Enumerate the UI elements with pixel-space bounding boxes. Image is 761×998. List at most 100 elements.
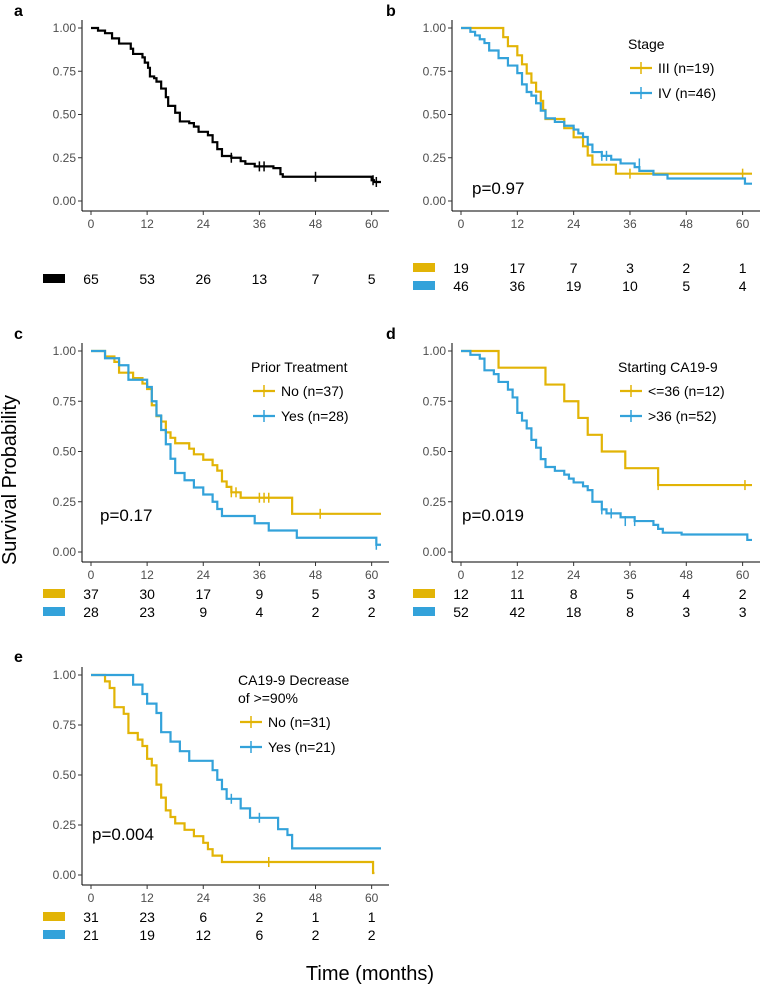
panel-d-risk-value: 3 <box>682 604 690 620</box>
panel-a-x-tick-label: 48 <box>309 217 323 231</box>
panel-a-y-tick-label: 0.00 <box>53 194 77 208</box>
panel-b-risk-key-0 <box>413 263 435 272</box>
panel-d-y-tick-label: 0.25 <box>423 495 447 509</box>
panel-c-risk-value: 28 <box>83 604 99 620</box>
panel-c-risk-value: 30 <box>139 586 155 602</box>
panel-e-y-tick-label: 0.50 <box>53 768 77 782</box>
panel-c-y-tick-label: 1.00 <box>53 344 77 358</box>
panel-c-risk-value: 2 <box>312 604 320 620</box>
panel-a-series-0-curve <box>91 26 381 184</box>
panel-d-risk-value: 42 <box>510 604 526 620</box>
panel-d-risk-value: 4 <box>682 586 690 602</box>
panel-e-risk-value: 19 <box>139 927 155 943</box>
panel-b-series-1-curve <box>461 26 752 185</box>
panel-e-p-value: p=0.004 <box>92 825 154 844</box>
panel-e-risk-value: 1 <box>312 909 320 925</box>
panel-e-risk-key-1 <box>43 930 65 939</box>
panel-e-x-tick-label: 36 <box>253 891 267 905</box>
panel-e-y-tick-label: 1.00 <box>53 668 77 682</box>
panel-c-x-tick-label: 24 <box>197 568 211 582</box>
panel-d-label: d <box>386 326 396 343</box>
panel-c-y-tick-label: 0.75 <box>53 394 77 408</box>
panel-b-risk-value: 46 <box>453 278 469 294</box>
panel-b-risk-value: 2 <box>682 260 690 276</box>
panel-e-y-tick-label: 0.25 <box>53 818 77 832</box>
panel-c-legend-title: Prior Treatment <box>251 359 348 375</box>
panel-e-x-tick-label: 24 <box>197 891 211 905</box>
panel-b-x-tick-label: 36 <box>623 217 637 231</box>
panel-a-x-tick-label: 0 <box>88 217 95 231</box>
panel-e-risk-value: 21 <box>83 927 99 943</box>
panel-e-risk-value: 1 <box>368 909 376 925</box>
panel-b-x-tick-label: 48 <box>680 217 694 231</box>
panel-b-y-tick-label: 0.50 <box>423 108 447 122</box>
panel-d-y-tick-label: 0.50 <box>423 445 447 459</box>
panel-b-risk-key-1 <box>413 281 435 290</box>
panel-e-risk-key-0 <box>43 912 65 921</box>
panel-d-risk-value: 11 <box>510 586 525 602</box>
panel-b-x-tick-label: 60 <box>736 217 750 231</box>
panel-e-legend-title: CA19-9 Decrease <box>238 672 349 688</box>
panel-d-y-tick-label: 0.00 <box>423 545 447 559</box>
panel-a-risk-key-0 <box>43 274 65 283</box>
panel-d-risk-key-0 <box>413 589 435 598</box>
panel-c-risk-value: 37 <box>83 586 99 602</box>
panel-b-x-tick-label: 24 <box>567 217 581 231</box>
panel-b-legend-title: Stage <box>628 36 665 52</box>
panel-b-x-tick-label: 0 <box>458 217 465 231</box>
panel-b-series-0-curve <box>461 26 752 175</box>
panel-a-y-tick-label: 0.75 <box>53 64 77 78</box>
panel-e-risk-value: 2 <box>368 927 376 943</box>
panel-b-legend-label-0: III (n=19) <box>658 60 714 76</box>
panel-c-series-0-curve <box>91 349 381 515</box>
panel-a-risk-value: 7 <box>312 271 320 287</box>
panel-c-risk-value: 9 <box>255 586 263 602</box>
panel-c-risk-value: 9 <box>199 604 207 620</box>
panel-d-x-tick-label: 12 <box>511 568 525 582</box>
panel-c-risk-value: 2 <box>368 604 376 620</box>
panel-d-risk-key-1 <box>413 607 435 616</box>
panel-b-legend-label-1: IV (n=46) <box>658 85 716 101</box>
panel-c-y-tick-label: 0.50 <box>53 445 77 459</box>
panel-e-risk-value: 6 <box>199 909 207 925</box>
panel-e-series-1-curve <box>91 673 381 850</box>
panel-d-risk-value: 12 <box>453 586 469 602</box>
panel-d-legend-label-0: <=36 (n=12) <box>648 383 725 399</box>
panel-a-x-tick-label: 12 <box>140 217 154 231</box>
panel-d-x-tick-label: 0 <box>458 568 465 582</box>
panel-b-risk-value: 5 <box>682 278 690 294</box>
panel-e-legend-label-1: Yes (n=21) <box>268 739 336 755</box>
panel-c-x-tick-label: 12 <box>140 568 154 582</box>
panel-c-risk-value: 23 <box>139 604 155 620</box>
panel-d-x-tick-label: 24 <box>567 568 581 582</box>
panel-d-legend-title: Starting CA19-9 <box>618 359 718 375</box>
panel-b-risk-value: 17 <box>510 260 526 276</box>
panel-c-y-tick-label: 0.25 <box>53 495 77 509</box>
panel-e-risk-value: 31 <box>83 909 99 925</box>
panel-e-series-0-curve <box>91 673 375 875</box>
panel-e-risk-value: 2 <box>255 909 263 925</box>
panel-c-risk-value: 17 <box>195 586 211 602</box>
panel-c-risk-value: 3 <box>368 586 376 602</box>
panel-b-risk-value: 19 <box>566 278 582 294</box>
panel-a-y-tick-label: 0.25 <box>53 151 77 165</box>
panel-d-x-tick-label: 48 <box>680 568 694 582</box>
panel-d-risk-value: 18 <box>566 604 582 620</box>
panel-e-risk-value: 2 <box>312 927 320 943</box>
panel-b-y-tick-label: 0.75 <box>423 64 447 78</box>
panel-b-y-tick-label: 0.00 <box>423 194 447 208</box>
panel-d-risk-value: 2 <box>739 586 747 602</box>
panel-b-p-value: p=0.97 <box>472 179 524 198</box>
panel-d-risk-value: 3 <box>739 604 747 620</box>
panel-b-label: b <box>386 3 396 20</box>
panel-c-legend-label-1: Yes (n=28) <box>281 408 349 424</box>
panel-c-series-1-curve <box>91 349 381 546</box>
panel-c-p-value: p=0.17 <box>100 506 152 525</box>
panel-d-y-tick-label: 1.00 <box>423 344 447 358</box>
panel-d-risk-value: 52 <box>453 604 469 620</box>
panel-e-risk-value: 6 <box>255 927 263 943</box>
y-axis-title: Survival Probability <box>0 395 21 565</box>
panel-d-p-value: p=0.019 <box>462 506 524 525</box>
panel-d-series-0-curve <box>461 349 752 487</box>
